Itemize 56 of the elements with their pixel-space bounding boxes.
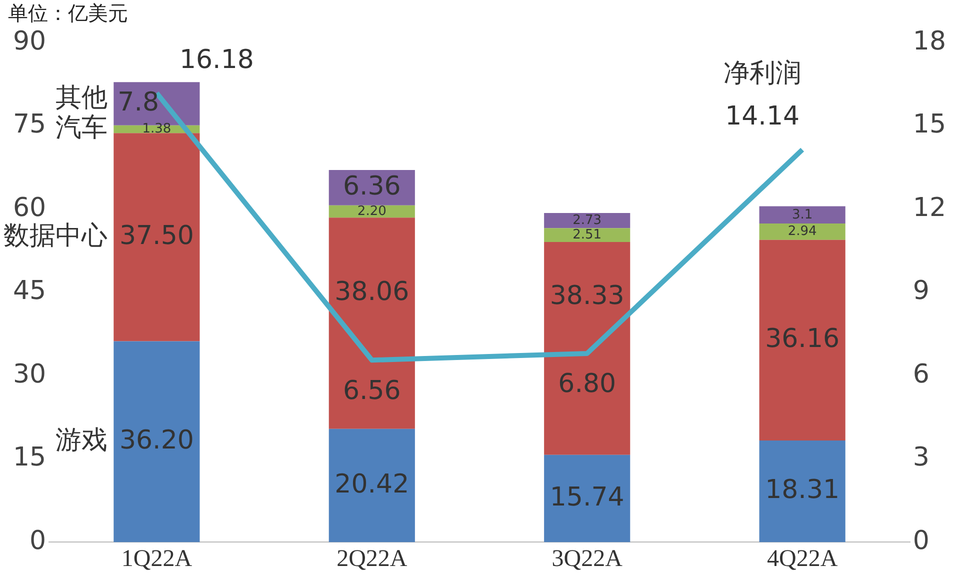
y2-tick-label: 0 <box>912 526 930 556</box>
x-tick-label: 2Q22A <box>336 546 408 572</box>
bar <box>759 224 846 240</box>
data-label: 3.1 <box>792 207 813 222</box>
data-label: 2.94 <box>788 224 817 240</box>
bar <box>759 440 846 542</box>
data-label: 7.8 <box>118 88 160 118</box>
bar <box>759 240 846 441</box>
y-tick-label: 45 <box>12 276 46 306</box>
bar <box>114 133 200 342</box>
data-label: 38.33 <box>550 281 624 312</box>
y2-tick-label: 18 <box>912 26 946 56</box>
bar <box>544 454 630 542</box>
bar <box>759 206 846 224</box>
data-label: 18.31 <box>765 475 840 506</box>
series-label: 游戏 <box>56 425 108 456</box>
bar <box>544 242 630 455</box>
data-label: 2.73 <box>572 212 602 228</box>
y-tick-label: 75 <box>12 110 46 140</box>
chart-title: 单位：亿美元 <box>8 0 128 27</box>
data-label: 6.56 <box>342 376 401 406</box>
text: 净利润 <box>723 58 802 88</box>
data-label: 6.80 <box>558 369 616 400</box>
data-label: 16.18 <box>179 44 254 75</box>
y-tick-label: 90 <box>12 26 46 56</box>
y2-tick-label: 15 <box>912 110 946 140</box>
bar <box>544 212 630 228</box>
x-tick-label: 1Q22A <box>121 546 193 572</box>
bar <box>328 218 415 429</box>
series-label: 数据中心 <box>4 220 108 251</box>
y2-tick-label: 9 <box>912 276 930 306</box>
y-tick-label: 30 <box>12 359 46 390</box>
bar <box>328 428 415 542</box>
data-label: 37.50 <box>119 220 194 251</box>
data-label: 2.51 <box>572 227 602 242</box>
data-label: 36.16 <box>765 324 840 354</box>
bar <box>114 341 200 542</box>
data-label: 6.36 <box>342 171 401 202</box>
x-tick-label: 4Q22A <box>766 546 838 572</box>
y-tick-label: 60 <box>12 192 46 223</box>
series-label: 汽车 <box>56 113 108 144</box>
data-label: 20.42 <box>334 469 410 500</box>
bar <box>544 228 630 242</box>
data-label: 36.20 <box>119 425 194 456</box>
x-tick-label: 3Q22A <box>552 546 624 572</box>
y-tick-label: 15 <box>12 442 46 473</box>
series-label: 其他 <box>56 83 108 114</box>
data-label: 1.38 <box>142 122 172 137</box>
data-label: 14.14 <box>725 101 800 132</box>
y-tick-label: 0 <box>30 526 46 556</box>
data-label: 2.20 <box>357 204 386 219</box>
data-label: 38.06 <box>334 276 410 307</box>
y2-tick-label: 12 <box>912 192 946 223</box>
data-label: 15.74 <box>550 482 624 512</box>
y2-tick-label: 3 <box>912 442 930 473</box>
y2-tick-label: 6 <box>912 359 930 390</box>
